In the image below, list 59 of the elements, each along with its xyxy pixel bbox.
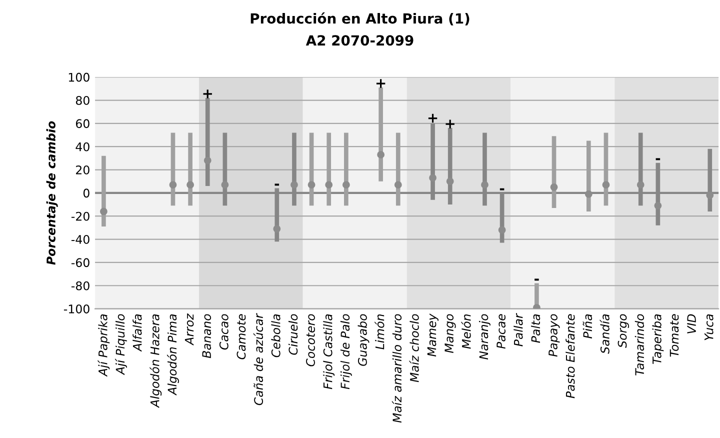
x-tick-label: Frijol Castilla (323, 314, 335, 390)
y-tick-label: 0 (83, 188, 90, 198)
x-tick-label: Ají Piquillo (115, 314, 127, 376)
x-tick-label: Algodón Pima (167, 314, 179, 396)
x-tick-label: Sorgo (618, 314, 630, 348)
y-tick-label: 100 (68, 72, 90, 82)
annotation: - (500, 188, 504, 190)
x-tick-label: Naranjo (479, 314, 490, 360)
x-tick-label: Maíz choclo (409, 314, 419, 382)
x-tick-label: Cacao (219, 314, 228, 350)
bar (205, 98, 210, 186)
x-tick-label: Papayo (548, 314, 560, 357)
x-tick-label: Tamarindo (634, 314, 644, 376)
y-axis-title: Porcentaje de cambio (46, 121, 58, 265)
annotation: - (274, 184, 280, 186)
x-tick-label: VID (687, 314, 696, 334)
x-tick-label: Yuca (704, 314, 714, 340)
y-tick-label: -80 (71, 281, 90, 290)
annotation: + (376, 79, 386, 88)
x-tick-label: Pacae (496, 314, 506, 349)
x-tick-label: Melón (461, 314, 471, 349)
x-tick-label: Guayabo (358, 314, 370, 366)
x-tick-label: Pallar (514, 313, 523, 346)
x-tick-label: Arroz (184, 313, 194, 346)
x-tick-label: Maíz amarillo duro (392, 314, 402, 423)
y-tick-label: 20 (76, 165, 90, 174)
x-tick-label: Cocotero (306, 314, 315, 366)
y-tick-label: 60 (76, 119, 90, 128)
x-tick-label: Piña (582, 314, 592, 338)
annotation: - (534, 278, 539, 281)
x-tick-label: Ciruelo (288, 314, 298, 355)
y-tick-label: -20 (71, 212, 90, 221)
x-tick-label: Tomate (670, 314, 679, 357)
x-tick-label: Taperiba (652, 314, 664, 364)
y-tick-label: -100 (64, 304, 90, 314)
x-tick-label: Banano (202, 314, 212, 358)
x-tick-label: Palta (530, 314, 540, 343)
annotation: + (428, 114, 438, 123)
chart-title: Producción en Alto Piura (1) (250, 12, 470, 26)
x-tick-label: Frijol de Palo (340, 314, 352, 390)
x-tick-label: Sandía (600, 314, 610, 354)
x-tick-label: Algodón Hazera (150, 314, 162, 408)
y-tick-label: -40 (71, 235, 90, 244)
x-tick-label: Alfalfa (132, 314, 142, 352)
x-tick-label: Mamey (427, 314, 438, 357)
chart-subtitle: A2 2070-2099 (306, 35, 414, 46)
annotation: + (203, 90, 212, 98)
y-tick-label: 80 (76, 96, 90, 105)
x-tick-label: Ají Paprika (98, 314, 110, 377)
x-tick-label: Limón (374, 314, 384, 350)
x-tick-label: Mango (444, 314, 456, 353)
x-tick-label: Caña de azúcar (253, 313, 264, 406)
y-tick-label: -60 (71, 258, 90, 268)
x-tick-label: Pasto Elefante (566, 314, 575, 398)
annotation: + (446, 120, 454, 128)
x-tick-label: Cebolla (271, 314, 280, 358)
x-tick-label: Camote (236, 314, 246, 360)
y-tick-label: 40 (76, 142, 90, 152)
annotation: - (656, 158, 660, 160)
